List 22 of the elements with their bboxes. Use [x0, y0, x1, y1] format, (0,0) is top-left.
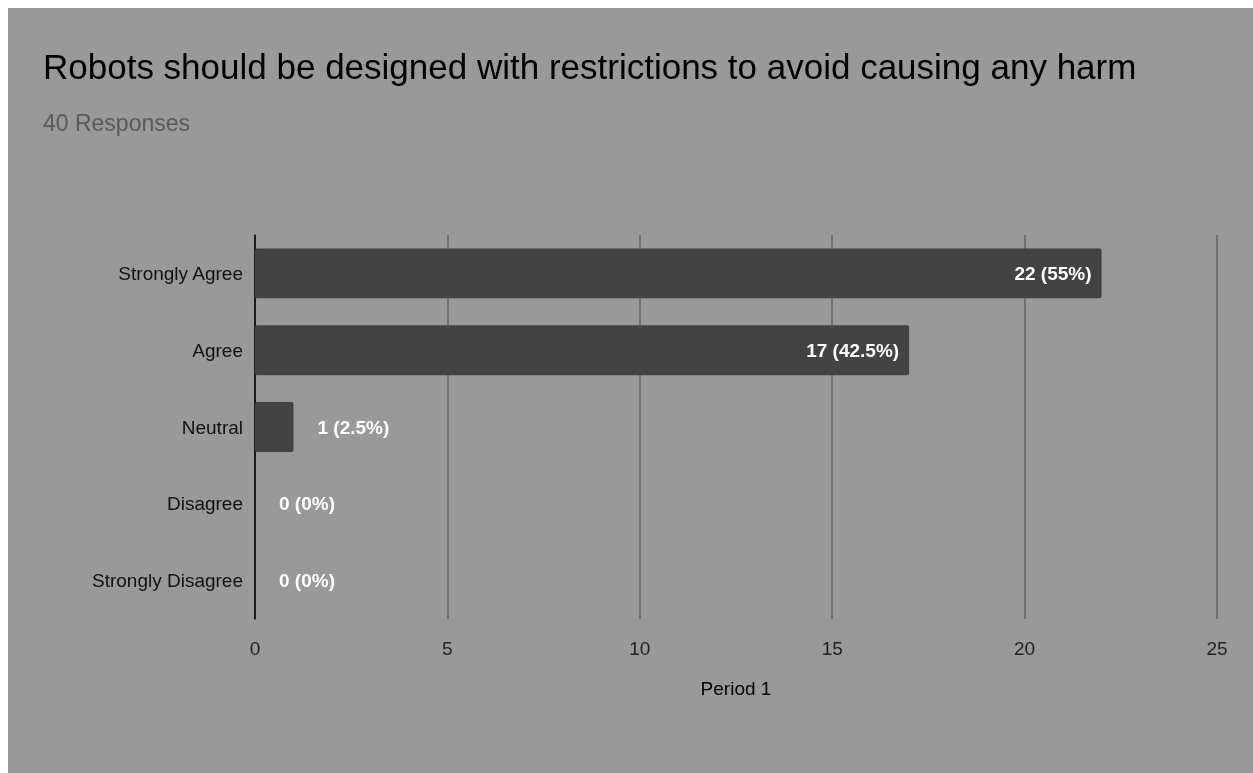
- data-label: 1 (2.5%): [317, 416, 390, 438]
- bar: [255, 325, 910, 376]
- bar: [255, 402, 294, 452]
- x-tick-label: 0: [249, 638, 261, 659]
- x-tick-label: 15: [821, 638, 843, 659]
- data-label: 0 (0%): [279, 570, 335, 592]
- data-label: 22 (55%): [1014, 262, 1092, 284]
- x-tick-label: 20: [1014, 638, 1036, 659]
- y-tick-label: Strongly Disagree: [91, 570, 243, 592]
- y-tick-label: Neutral: [181, 416, 243, 438]
- y-tick-label: Strongly Agree: [118, 262, 243, 284]
- x-tick-label: 25: [1206, 638, 1228, 659]
- y-tick-label: Disagree: [166, 493, 243, 515]
- x-tick-label: 10: [629, 638, 651, 659]
- y-tick-label: Agree: [192, 339, 243, 361]
- chart-subtitle: 40 Responses: [43, 109, 191, 136]
- data-label: 17 (42.5%): [806, 339, 900, 361]
- x-tick-label: 5: [442, 638, 453, 659]
- data-label: 0 (0%): [279, 493, 335, 515]
- bar: [255, 248, 1102, 299]
- chart-title: Robots should be designed with restrictions to avoid causing any harm: [43, 46, 1137, 86]
- x-axis-title: Period 1: [700, 678, 772, 699]
